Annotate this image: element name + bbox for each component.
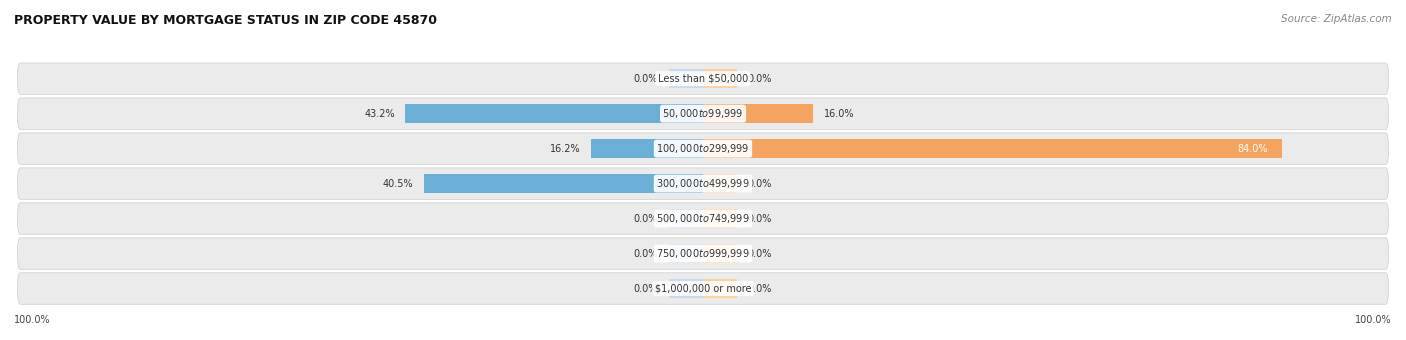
Text: 0.0%: 0.0% [748,249,772,258]
Text: $100,000 to $299,999: $100,000 to $299,999 [657,142,749,155]
Bar [703,139,1282,158]
Bar [703,209,738,228]
Bar [669,244,703,263]
Text: 0.0%: 0.0% [748,214,772,224]
Text: 0.0%: 0.0% [748,74,772,84]
Text: $750,000 to $999,999: $750,000 to $999,999 [657,247,749,260]
Text: $1,000,000 or more: $1,000,000 or more [655,284,751,293]
Bar [669,209,703,228]
FancyBboxPatch shape [17,63,1389,95]
Bar [703,174,738,193]
Text: 0.0%: 0.0% [634,74,658,84]
Bar [425,174,703,193]
FancyBboxPatch shape [17,98,1389,130]
Text: 0.0%: 0.0% [634,249,658,258]
Bar [669,279,703,298]
Text: PROPERTY VALUE BY MORTGAGE STATUS IN ZIP CODE 45870: PROPERTY VALUE BY MORTGAGE STATUS IN ZIP… [14,14,437,27]
Bar [703,279,738,298]
Text: 40.5%: 40.5% [382,178,413,189]
Text: 0.0%: 0.0% [634,214,658,224]
FancyBboxPatch shape [17,133,1389,164]
Bar [703,244,738,263]
Text: 100.0%: 100.0% [1355,314,1392,325]
Bar [669,69,703,88]
Text: $500,000 to $749,999: $500,000 to $749,999 [657,212,749,225]
Text: $50,000 to $99,999: $50,000 to $99,999 [662,107,744,120]
FancyBboxPatch shape [17,168,1389,199]
Text: 16.2%: 16.2% [550,143,581,154]
Text: 43.2%: 43.2% [364,109,395,119]
Text: 16.0%: 16.0% [824,109,853,119]
FancyBboxPatch shape [17,203,1389,234]
Text: 0.0%: 0.0% [634,284,658,293]
Text: 0.0%: 0.0% [748,284,772,293]
Text: 100.0%: 100.0% [14,314,51,325]
Text: 0.0%: 0.0% [748,178,772,189]
Text: Less than $50,000: Less than $50,000 [658,74,748,84]
Bar [405,104,703,123]
Text: $300,000 to $499,999: $300,000 to $499,999 [657,177,749,190]
Text: Source: ZipAtlas.com: Source: ZipAtlas.com [1281,14,1392,23]
Bar [703,69,738,88]
Text: 84.0%: 84.0% [1237,143,1268,154]
FancyBboxPatch shape [17,273,1389,304]
Bar [592,139,703,158]
FancyBboxPatch shape [17,238,1389,269]
Bar [703,104,813,123]
